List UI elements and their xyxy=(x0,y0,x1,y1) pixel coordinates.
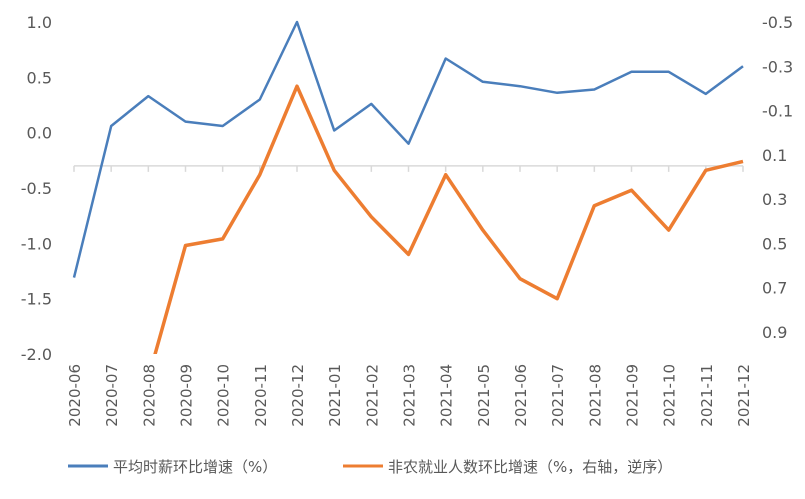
right-tick-label: 0.3 xyxy=(762,190,787,209)
category-label: 2021-04 xyxy=(438,364,456,427)
category-label: 2021-06 xyxy=(512,364,530,427)
category-label: 2021-05 xyxy=(475,364,493,427)
legend-label-payrolls: 非农就业人数环比增速（%，右轴，逆序） xyxy=(388,458,672,476)
left-tick-label: -1.0 xyxy=(21,234,52,253)
left-tick-label: 0.5 xyxy=(27,68,52,87)
category-label: 2020-10 xyxy=(215,364,233,427)
legend: 平均时薪环比增速（%） 非农就业人数环比增速（%，右轴，逆序） xyxy=(68,458,672,476)
category-label: 2021-10 xyxy=(661,364,679,427)
category-label: 2020-11 xyxy=(252,364,270,427)
category-label: 2021-02 xyxy=(363,364,381,427)
left-tick-label: -1.5 xyxy=(21,290,52,309)
right-tick-label: 0.1 xyxy=(762,146,787,165)
category-label: 2020-09 xyxy=(178,364,196,427)
right-tick-label: 0.5 xyxy=(762,234,787,253)
category-label: 2020-07 xyxy=(103,364,121,427)
legend-label-wage: 平均时薪环比增速（%） xyxy=(113,458,277,476)
left-tick-label: -0.5 xyxy=(21,179,52,198)
category-label: 2021-08 xyxy=(586,364,604,427)
left-tick-label: 0.0 xyxy=(27,124,52,143)
right-tick-label: -0.3 xyxy=(762,57,793,76)
category-label: 2021-01 xyxy=(326,364,344,427)
series-line-0 xyxy=(74,22,743,278)
right-tick-label: 0.7 xyxy=(762,279,787,298)
right-tick-label: -0.5 xyxy=(762,13,793,32)
category-label: 2021-09 xyxy=(624,364,642,427)
left-tick-label: 1.0 xyxy=(27,13,52,32)
series-line-1 xyxy=(148,86,743,378)
right-tick-label: -0.1 xyxy=(762,102,793,121)
category-label: 2021-12 xyxy=(735,364,753,427)
category-label: 2021-03 xyxy=(401,364,419,427)
category-label: 2020-12 xyxy=(289,364,307,427)
left-tick-label: -2.0 xyxy=(21,345,52,364)
category-label: 2020-06 xyxy=(66,364,84,427)
category-label: 2021-11 xyxy=(698,364,716,427)
category-label: 2021-07 xyxy=(549,364,567,427)
category-label: 2020-08 xyxy=(140,364,158,427)
right-tick-label: 0.9 xyxy=(762,323,787,342)
